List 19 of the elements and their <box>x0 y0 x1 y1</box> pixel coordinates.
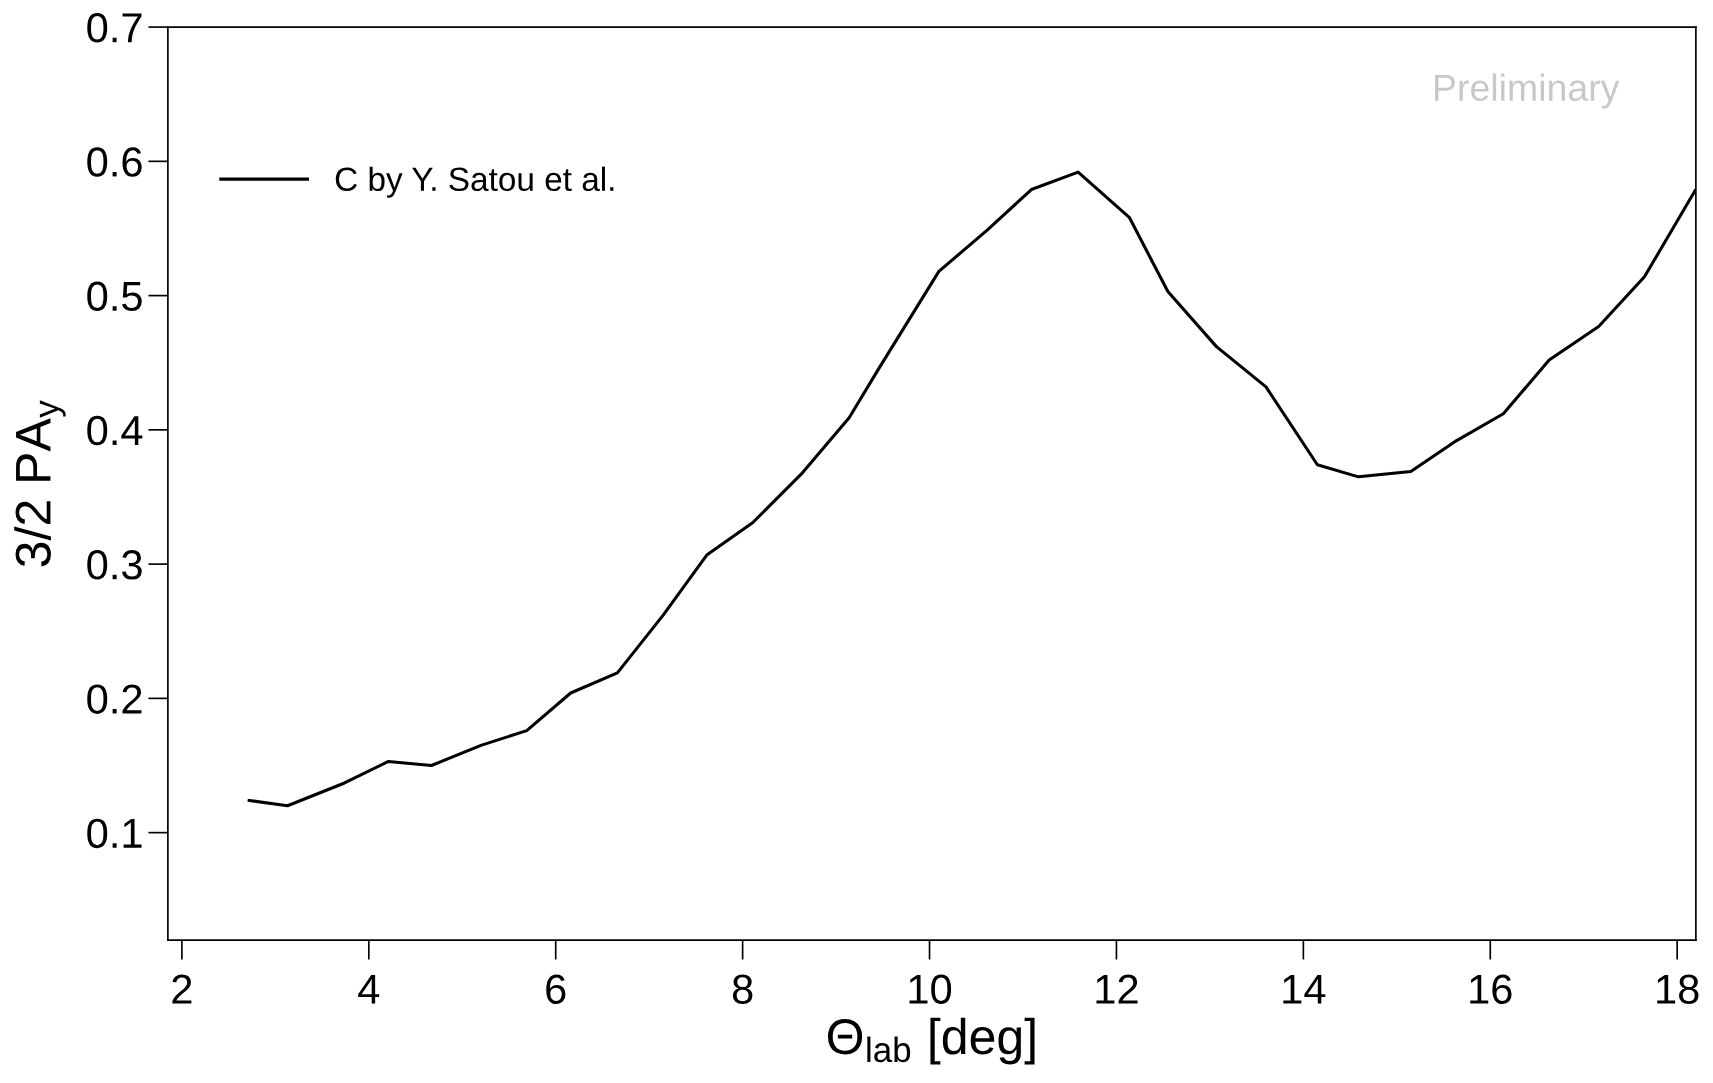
x-tick-label: 12 <box>1096 974 1138 1004</box>
y-tick-label: 0.1 <box>87 818 142 849</box>
x-tick-label: 16 <box>1470 974 1512 1004</box>
x-tick-label: 4 <box>358 974 380 1004</box>
y-tick-label: 0.4 <box>87 415 143 446</box>
x-tick-label: 18 <box>1657 974 1699 1004</box>
legend-label: C by Y. Satou et al. <box>335 166 614 198</box>
y-tick-label: 0.3 <box>87 550 142 580</box>
x-axis-title: Θ$_{lab}$ [deg] <box>827 1017 1035 1065</box>
y-tick-label: 0.7 <box>87 13 142 43</box>
x-tick-label: 8 <box>732 974 753 1004</box>
x-tick-label: 6 <box>546 974 566 1004</box>
y-tick-label: 0.6 <box>87 147 142 177</box>
y-tick-label: 0.5 <box>87 281 142 312</box>
y-tick-label: 0.2 <box>87 684 142 714</box>
x-tick-label: 14 <box>1283 974 1326 1004</box>
x-tick-label: 10 <box>909 974 952 1004</box>
y-axis-title: 3/2 PA$_{y}$ <box>14 400 66 567</box>
x-tick-label: 2 <box>172 974 192 1004</box>
